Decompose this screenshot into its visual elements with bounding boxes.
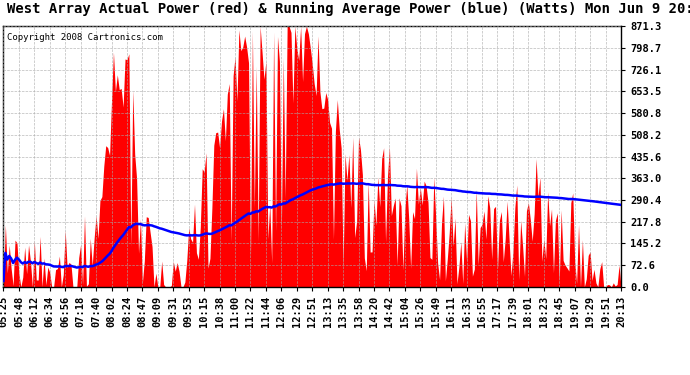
Text: West Array Actual Power (red) & Running Average Power (blue) (Watts) Mon Jun 9 2: West Array Actual Power (red) & Running … — [7, 2, 690, 16]
Text: Copyright 2008 Cartronics.com: Copyright 2008 Cartronics.com — [6, 33, 162, 42]
